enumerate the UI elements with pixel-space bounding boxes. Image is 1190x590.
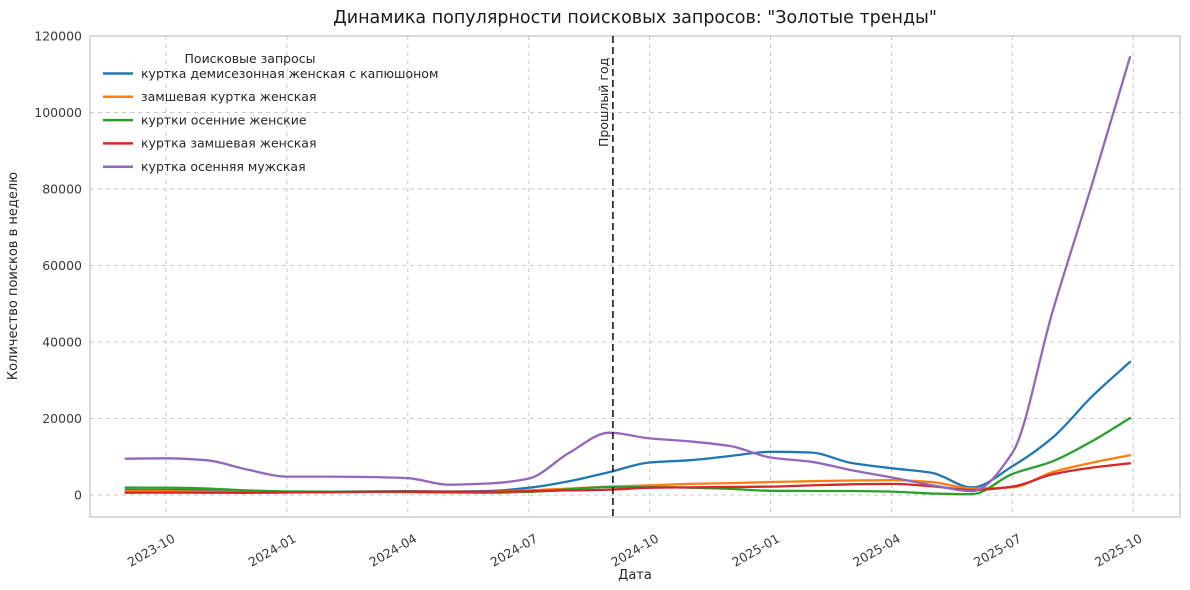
x-tick-label: 2025-10 (1092, 531, 1145, 570)
y-tick-label: 120000 (34, 29, 82, 44)
plot-area-border (89, 35, 1181, 518)
chart-title: Динамика популярности поисковых запросов… (333, 8, 937, 28)
legend-title: Поисковые запросы (185, 51, 316, 66)
x-tick-labels: 2023-10 2024-01 2024-04 2024-07 2024-10 2025-… (125, 531, 1145, 570)
series-line-1 (124, 360, 1132, 493)
series-line-5 (124, 55, 1132, 493)
x-tick-label: 2025-01 (729, 531, 782, 570)
x-tick-label: 2024-10 (608, 531, 661, 570)
series-line-3 (124, 416, 1132, 496)
series-line-4 (124, 462, 1132, 494)
legend-label-1: куртка демисезонная женская с капюшоном (141, 66, 438, 81)
legend-label-5: куртка осенняя мужская (141, 159, 306, 174)
series-lines (124, 55, 1132, 496)
y-tick-label: 80000 (42, 182, 82, 197)
y-tick-labels: 0 20000 40000 60000 80000 100000 120000 (34, 29, 82, 503)
legend-label-2: замшевая куртка женская (141, 89, 316, 104)
x-tick-label: 2025-04 (850, 531, 903, 570)
y-tick-label: 20000 (42, 411, 82, 426)
legend-label-4: куртка замшевая женская (141, 136, 316, 151)
y-tick-label: 40000 (42, 335, 82, 350)
y-tick-label: 60000 (42, 258, 82, 273)
annotation-label: Прошлый год (596, 58, 611, 147)
annotation-last-year: Прошлый год (596, 36, 614, 517)
x-tick-label: 2025-07 (971, 531, 1024, 570)
x-tick-label: 2024-01 (246, 531, 299, 570)
x-tick-label: 2024-04 (367, 531, 420, 570)
y-tick-label: 100000 (34, 105, 82, 120)
x-tick-label: 2023-10 (125, 531, 178, 570)
x-tick-label: 2024-07 (487, 531, 540, 570)
y-axis-label: Количество поисков в неделю (6, 172, 21, 380)
y-tick-label: 0 (74, 488, 82, 503)
legend-label-3: куртки осенние женские (141, 112, 307, 127)
x-axis-label: Дата (618, 568, 652, 583)
